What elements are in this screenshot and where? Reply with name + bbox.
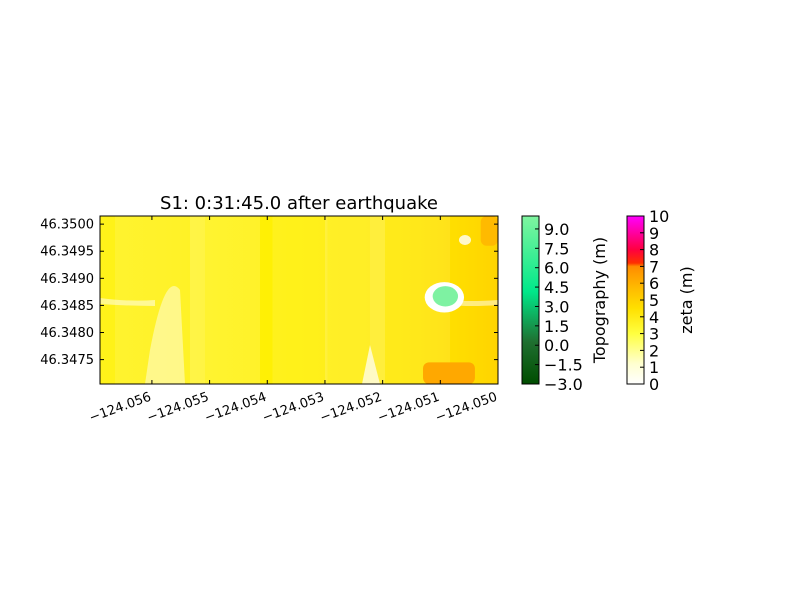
high-flow-region	[480, 216, 498, 246]
topography-colorbar-tick-label: 9.0	[544, 220, 569, 239]
high-flow-region	[423, 362, 475, 384]
plot-area: −124.056−124.055−124.054−124.053−124.052…	[40, 215, 499, 426]
topography-colorbar-label: Topography (m)	[590, 237, 609, 364]
x-tick-label: −124.056	[87, 390, 153, 426]
topography-colorbar-tick-label: −3.0	[544, 375, 583, 394]
low-flow-channel	[145, 286, 185, 384]
topography-colorbar-fill	[521, 215, 540, 385]
zeta-colorbar-tick-label: 10	[649, 207, 669, 226]
low-flow-channel	[100, 298, 155, 306]
topography-colorbar-tick-label: 7.5	[544, 239, 569, 258]
y-tick-label: 46.3480	[40, 326, 94, 341]
plot-frame	[99, 215, 499, 385]
low-flow-channel	[362, 345, 380, 384]
zeta-colorbar-tick-label: 9	[649, 224, 659, 243]
zeta-colorbar-tick-label: 1	[649, 358, 659, 377]
heatmap-band	[325, 216, 385, 384]
topography-colorbar-tick-label: 0.0	[544, 336, 569, 355]
heatmap-band	[272, 216, 328, 384]
x-tick-label: −124.053	[260, 390, 326, 426]
zeta-colorbar-tick-label: 5	[649, 291, 659, 310]
topography-colorbar-tick-label: 1.5	[544, 317, 569, 336]
topography-colorbar-tick-label: 3.0	[544, 297, 569, 316]
x-tick-label: −124.052	[318, 390, 384, 426]
topography-colorbar: −3.0−1.50.01.53.04.56.07.59.0 Topography…	[521, 215, 609, 394]
y-tick-label: 46.3475	[40, 353, 94, 368]
zeta-colorbar-tick-label: 3	[649, 325, 659, 344]
chart-title: S1: 0:31:45.0 after earthquake	[160, 193, 438, 214]
x-tick-label: −124.050	[433, 390, 499, 426]
dry-land-island	[432, 286, 459, 307]
heatmap-band	[190, 216, 260, 384]
x-tick-label: −124.051	[376, 390, 442, 426]
y-tick-label: 46.3500	[40, 218, 94, 233]
zeta-colorbar-tick-label: 2	[649, 341, 659, 360]
topography-colorbar-tick-label: −1.5	[544, 356, 583, 375]
topography-colorbar-tick-label: 4.5	[544, 278, 569, 297]
y-tick-label: 46.3495	[40, 245, 94, 260]
x-tick-label: −124.054	[203, 390, 269, 426]
y-tick-label: 46.3490	[40, 272, 94, 287]
heatmap-band	[115, 216, 205, 384]
zeta-colorbar-tick-label: 0	[649, 375, 659, 394]
zeta-colorbar-tick-label: 8	[649, 241, 659, 260]
topography-colorbar-tick-label: 6.0	[544, 259, 569, 278]
low-flow-spot	[459, 235, 471, 245]
zeta-colorbar-tick-label: 6	[649, 274, 659, 293]
zeta-colorbar-tick-label: 4	[649, 308, 659, 327]
y-tick-label: 46.3485	[40, 299, 94, 314]
zeta-colorbar-label: zeta (m)	[677, 266, 696, 333]
x-tick-label: −124.055	[145, 390, 211, 426]
zeta-colorbar-tick-label: 7	[649, 257, 659, 276]
